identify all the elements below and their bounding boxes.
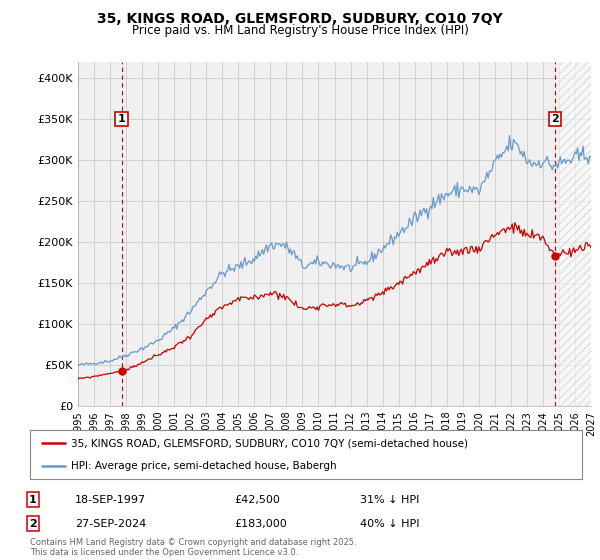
Text: 2: 2 <box>29 519 37 529</box>
Text: 1: 1 <box>118 114 125 124</box>
Text: 35, KINGS ROAD, GLEMSFORD, SUDBURY, CO10 7QY: 35, KINGS ROAD, GLEMSFORD, SUDBURY, CO10… <box>97 12 503 26</box>
Text: HPI: Average price, semi-detached house, Babergh: HPI: Average price, semi-detached house,… <box>71 461 337 472</box>
Text: Price paid vs. HM Land Registry's House Price Index (HPI): Price paid vs. HM Land Registry's House … <box>131 24 469 37</box>
Text: 2: 2 <box>551 114 559 124</box>
Text: £42,500: £42,500 <box>234 494 280 505</box>
Text: 40% ↓ HPI: 40% ↓ HPI <box>360 519 419 529</box>
Text: 31% ↓ HPI: 31% ↓ HPI <box>360 494 419 505</box>
Text: 1: 1 <box>29 494 37 505</box>
Text: Contains HM Land Registry data © Crown copyright and database right 2025.
This d: Contains HM Land Registry data © Crown c… <box>30 538 356 557</box>
Text: 18-SEP-1997: 18-SEP-1997 <box>75 494 146 505</box>
Text: 27-SEP-2024: 27-SEP-2024 <box>75 519 146 529</box>
Text: £183,000: £183,000 <box>234 519 287 529</box>
Text: 35, KINGS ROAD, GLEMSFORD, SUDBURY, CO10 7QY (semi-detached house): 35, KINGS ROAD, GLEMSFORD, SUDBURY, CO10… <box>71 438 469 449</box>
